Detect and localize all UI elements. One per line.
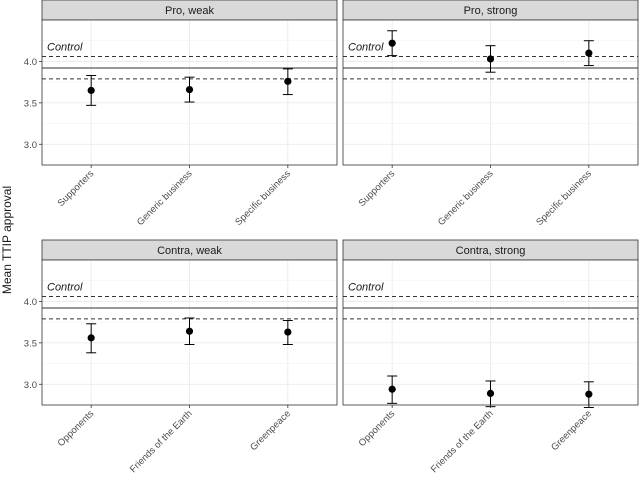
control-label: Control (348, 41, 384, 53)
data-point (284, 328, 292, 336)
y-tick-label: 3.0 (24, 380, 37, 391)
x-tick-label: Opponents (56, 408, 97, 449)
panel-1: Pro, weak Control 3.0 3.5 4.0 Supporters Gener… (24, 0, 338, 228)
x-tick-label: Specific business (233, 168, 293, 228)
data-point (585, 49, 593, 57)
y-tick-label: 3.5 (24, 338, 37, 349)
data-point (585, 390, 593, 398)
y-tick-label: 3.5 (24, 98, 37, 109)
panel-title: Pro, strong (464, 5, 518, 17)
control-label: Control (348, 281, 384, 293)
x-tick-label: Generic business (135, 168, 195, 228)
x-tick-label: Generic business (436, 168, 496, 228)
x-tick-label: Supporters (357, 168, 398, 209)
data-point (284, 77, 292, 85)
data-point (486, 389, 495, 397)
control-label: Control (47, 41, 83, 53)
panel-4: Contra, strong Control Opponents Friends of… (342, 239, 639, 475)
panel-3: Contra, weak Control 3.0 3.5 4.0 Opponents Fri… (24, 239, 338, 475)
data-point (185, 327, 194, 335)
x-tick-label: Greenpeace (248, 408, 293, 453)
panel-title: Contra, strong (456, 245, 526, 257)
data-point (388, 39, 396, 47)
y-tick-label: 3.0 (24, 140, 37, 151)
x-tick-label: Friends of the Earth (128, 408, 195, 475)
x-tick-label: Opponents (357, 408, 398, 449)
data-point (486, 55, 495, 63)
x-tick-label: Specific business (534, 168, 594, 228)
panel-2: Pro, strong Control Supporters Generic busi… (342, 0, 639, 228)
x-tick-label: Friends of the Earth (429, 408, 496, 475)
data-point (87, 334, 95, 342)
y-axis-title: Mean TTIP approval (0, 186, 14, 294)
panel-title: Pro, weak (165, 5, 214, 17)
control-label: Control (47, 281, 83, 293)
x-tick-label: Supporters (56, 168, 97, 209)
data-point (87, 86, 95, 95)
x-tick-label: Greenpeace (549, 408, 594, 453)
panel-title: Contra, weak (157, 245, 222, 257)
data-point (185, 86, 194, 94)
y-tick-label: 4.0 (24, 57, 37, 68)
data-point (388, 385, 396, 393)
y-tick-label: 4.0 (24, 297, 37, 308)
